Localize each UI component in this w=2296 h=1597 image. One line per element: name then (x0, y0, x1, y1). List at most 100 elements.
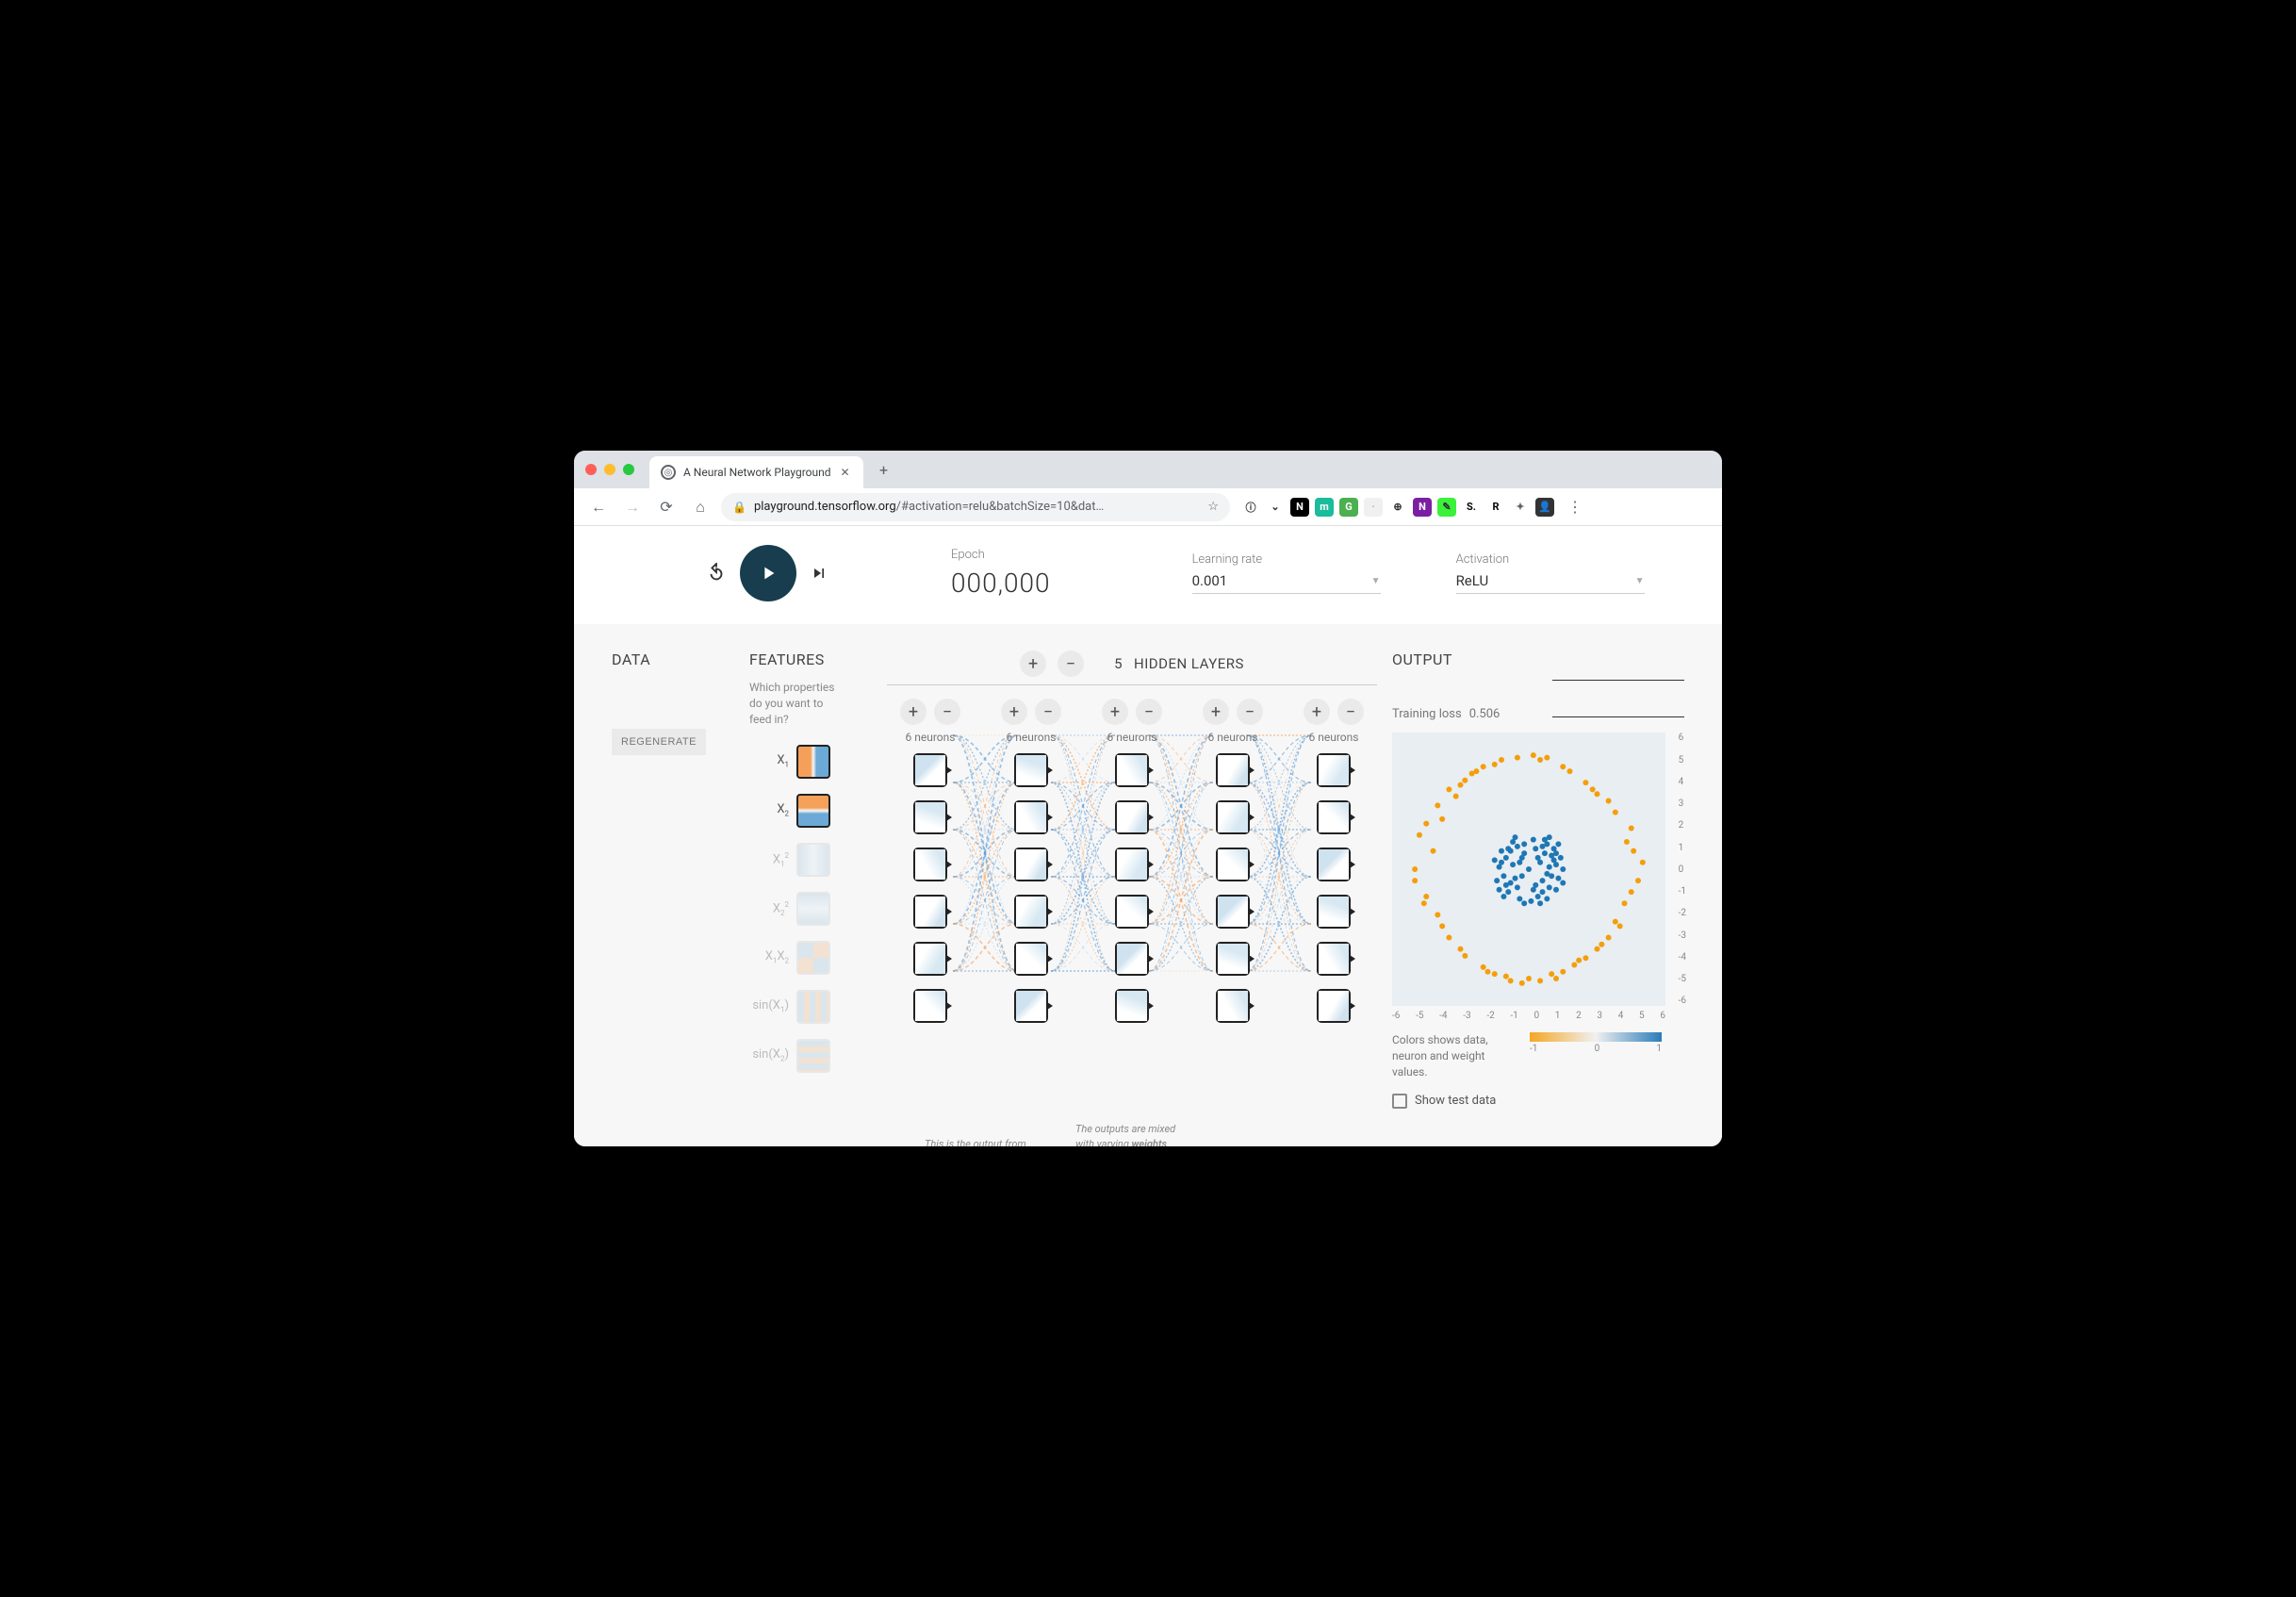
neuron[interactable] (1115, 942, 1149, 976)
neuron[interactable] (1216, 942, 1250, 976)
neuron[interactable] (913, 800, 947, 834)
feature-row[interactable]: X1 (749, 745, 872, 779)
play-button[interactable] (740, 545, 796, 601)
playback-controls (706, 545, 828, 601)
layer-column: +−6 neurons (893, 699, 968, 1023)
neuron[interactable] (1317, 848, 1351, 881)
extension-icon[interactable]: · (1364, 498, 1383, 517)
extension-icon[interactable]: m (1315, 498, 1334, 517)
extension-icon[interactable]: ⓘ (1241, 498, 1260, 517)
neuron[interactable] (1014, 848, 1048, 881)
neuron[interactable] (1115, 848, 1149, 881)
neuron[interactable] (913, 895, 947, 929)
neuron[interactable] (1014, 895, 1048, 929)
neuron[interactable] (1115, 895, 1149, 929)
reset-button[interactable] (706, 563, 727, 584)
minimize-window-button[interactable] (604, 464, 615, 475)
extension-icon[interactable]: ✦ (1511, 498, 1530, 517)
home-button[interactable]: ⌂ (687, 494, 713, 520)
close-window-button[interactable] (585, 464, 597, 475)
show-test-checkbox[interactable]: Show test data (1392, 1094, 1684, 1109)
neuron[interactable] (1317, 800, 1351, 834)
extension-icon[interactable]: N (1290, 498, 1309, 517)
url-text: playground.tensorflow.org/#activation=re… (754, 500, 1200, 514)
remove-neuron-button[interactable]: − (1337, 699, 1364, 725)
neuron[interactable] (913, 942, 947, 976)
neuron[interactable] (1115, 753, 1149, 787)
back-button[interactable]: ← (585, 494, 612, 520)
layer-column: +−6 neurons (1094, 699, 1170, 1023)
feature-label: X22 (749, 900, 789, 917)
neurons-stack (913, 753, 947, 1023)
bookmark-icon[interactable]: ☆ (1207, 500, 1219, 514)
neuron[interactable] (1216, 800, 1250, 834)
neuron[interactable] (1014, 989, 1048, 1023)
neuron[interactable] (1115, 800, 1149, 834)
extension-icon[interactable]: 👤 (1535, 498, 1554, 517)
feature-row[interactable]: sin(X1) (749, 990, 872, 1024)
remove-neuron-button[interactable]: − (934, 699, 960, 725)
epoch-label: Epoch (951, 548, 1051, 562)
forward-button[interactable]: → (619, 494, 646, 520)
remove-neuron-button[interactable]: − (1136, 699, 1162, 725)
remove-neuron-button[interactable]: − (1237, 699, 1263, 725)
step-button[interactable] (810, 564, 828, 583)
extension-icon[interactable]: S. (1462, 498, 1481, 517)
legend-row: Colors shows data, neuron and weight val… (1392, 1032, 1684, 1079)
callout-neuron: This is the output from one neuron. Hove… (925, 1137, 1038, 1146)
neuron[interactable] (913, 989, 947, 1023)
extension-icon[interactable]: ✎ (1437, 498, 1456, 517)
feature-row[interactable]: X2 (749, 794, 872, 828)
x-axis-ticks: -6-5-4-3-2-10123456 (1392, 1011, 1665, 1021)
network-divider (887, 684, 1377, 685)
reload-button[interactable]: ⟳ (653, 494, 680, 520)
menu-button[interactable]: ⋮ (1562, 494, 1588, 520)
features-list: X1X2X12X22X1X2sin(X1)sin(X2) (749, 745, 872, 1073)
neuron[interactable] (1317, 753, 1351, 787)
neuron[interactable] (1216, 753, 1250, 787)
browser-tab[interactable]: ◎ A Neural Network Playground ✕ (649, 456, 863, 488)
feature-row[interactable]: X1X2 (749, 941, 872, 975)
learning-rate-select[interactable]: 0.001 ▼ (1192, 572, 1381, 594)
new-tab-button[interactable]: + (871, 456, 897, 483)
neuron[interactable] (1216, 848, 1250, 881)
neuron[interactable] (1216, 989, 1250, 1023)
url-bar[interactable]: 🔒 playground.tensorflow.org/#activation=… (721, 493, 1230, 521)
activation-select[interactable]: ReLU ▼ (1456, 572, 1645, 594)
neuron[interactable] (1014, 942, 1048, 976)
feature-row[interactable]: sin(X2) (749, 1039, 872, 1073)
neuron[interactable] (1014, 753, 1048, 787)
add-layer-button[interactable]: + (1020, 650, 1046, 677)
feature-thumb (796, 843, 830, 877)
feature-label: X2 (749, 802, 789, 818)
neuron[interactable] (1115, 989, 1149, 1023)
neuron[interactable] (913, 848, 947, 881)
neuron[interactable] (1317, 895, 1351, 929)
add-neuron-button[interactable]: + (1102, 699, 1128, 725)
gradient-bar: -1 0 1 (1530, 1032, 1662, 1054)
regenerate-button[interactable]: REGENERATE (612, 729, 706, 755)
neuron[interactable] (1014, 800, 1048, 834)
neuron[interactable] (1317, 942, 1351, 976)
remove-layer-button[interactable]: − (1058, 650, 1084, 677)
neuron[interactable] (1317, 989, 1351, 1023)
extension-icon[interactable]: ⌄ (1266, 498, 1285, 517)
extension-icon[interactable]: ⊕ (1388, 498, 1407, 517)
add-neuron-button[interactable]: + (1203, 699, 1229, 725)
learning-rate-label: Learning rate (1192, 552, 1381, 567)
maximize-window-button[interactable] (623, 464, 634, 475)
add-neuron-button[interactable]: + (900, 699, 927, 725)
extension-icon[interactable]: R (1486, 498, 1505, 517)
add-neuron-button[interactable]: + (1304, 699, 1330, 725)
add-neuron-button[interactable]: + (1001, 699, 1027, 725)
feature-row[interactable]: X22 (749, 892, 872, 926)
extension-icon[interactable]: N (1413, 498, 1432, 517)
output-scatter: 6543210-1-2-3-4-5-6 -6-5-4-3-2-10123456 (1392, 733, 1665, 1006)
close-tab-icon[interactable]: ✕ (839, 466, 852, 479)
favicon-icon: ◎ (661, 465, 676, 480)
neuron[interactable] (1216, 895, 1250, 929)
remove-neuron-button[interactable]: − (1035, 699, 1061, 725)
feature-row[interactable]: X12 (749, 843, 872, 877)
extension-icon[interactable]: G (1339, 498, 1358, 517)
neuron[interactable] (913, 753, 947, 787)
